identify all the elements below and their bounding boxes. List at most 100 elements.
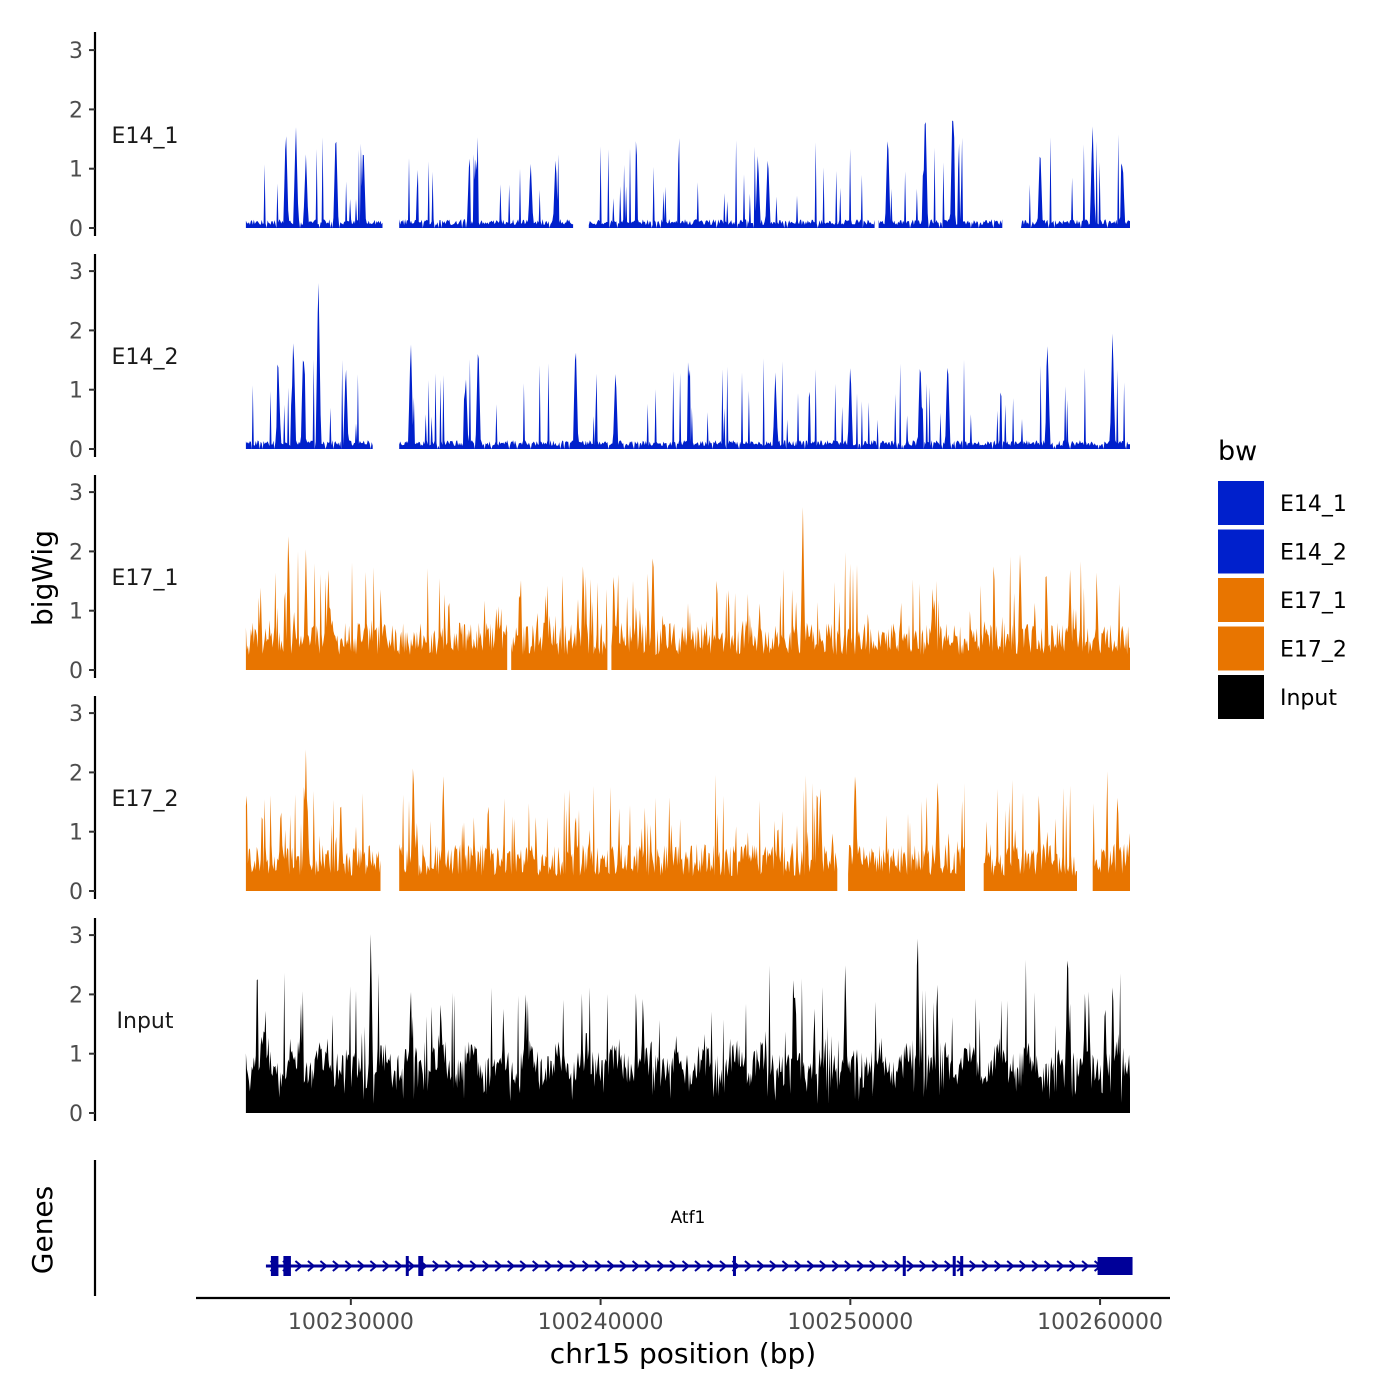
- strand-arrow-icon: [1068, 1260, 1078, 1272]
- y-tick-label: 2: [69, 761, 83, 786]
- gene-exon: [960, 1256, 964, 1276]
- y-tick-label: 1: [69, 379, 83, 404]
- signal-area: [399, 768, 838, 891]
- track-label: Input: [117, 1009, 174, 1034]
- strand-arrow-icon: [382, 1260, 391, 1272]
- strand-arrow-icon: [656, 1260, 666, 1272]
- gene-exon: [732, 1256, 736, 1276]
- x-tick-label: 100250000: [787, 1310, 913, 1335]
- signal-area: [1092, 771, 1130, 891]
- strand-arrow-icon: [831, 1260, 840, 1272]
- y-tick-label: 0: [69, 659, 83, 684]
- strand-arrow-icon: [969, 1260, 978, 1272]
- strand-arrow-icon: [931, 1260, 940, 1272]
- strand-arrow-icon: [494, 1260, 503, 1272]
- strand-arrow-icon: [719, 1260, 728, 1272]
- y-tick-label: 3: [69, 702, 83, 727]
- signal-area: [245, 127, 383, 228]
- signal-area: [511, 566, 608, 670]
- gene-exon: [1097, 1257, 1133, 1275]
- track-label: E14_2: [112, 345, 179, 370]
- strand-arrow-icon: [332, 1260, 341, 1272]
- signal-area: [245, 934, 1130, 1113]
- strand-arrow-icon: [894, 1260, 903, 1272]
- strand-arrow-icon: [556, 1260, 566, 1272]
- y-tick-label: 0: [69, 880, 83, 905]
- strand-arrow-icon: [881, 1260, 890, 1272]
- signal-area: [245, 749, 381, 891]
- strand-arrow-icon: [1056, 1260, 1065, 1272]
- strand-arrow-icon: [1019, 1260, 1028, 1272]
- gene-name-label: Atf1: [671, 1208, 706, 1228]
- strand-arrow-icon: [307, 1260, 316, 1272]
- signal-area: [245, 283, 373, 449]
- track-e14-2: 0 1 2 3 E14_2: [69, 254, 1130, 463]
- strand-arrow-icon: [432, 1260, 441, 1272]
- y-tick-label: 3: [69, 39, 83, 64]
- y-tick-label: 2: [69, 319, 83, 344]
- gene-exon: [270, 1256, 279, 1276]
- strand-arrow-icon: [1043, 1260, 1053, 1272]
- strand-arrow-icon: [294, 1260, 303, 1272]
- strand-arrow-icon: [581, 1260, 591, 1272]
- legend-label: E14_1: [1280, 492, 1347, 517]
- track-label: E17_1: [112, 566, 179, 591]
- legend-swatch: [1218, 675, 1264, 719]
- strand-arrow-icon: [631, 1260, 641, 1272]
- track-label: E14_1: [112, 124, 179, 149]
- signal-area: [588, 138, 875, 228]
- strand-arrow-icon: [981, 1260, 990, 1272]
- gene-exon: [952, 1256, 956, 1276]
- signal-area: [848, 776, 965, 891]
- strand-arrow-icon: [344, 1260, 353, 1272]
- strand-arrow-icon: [819, 1260, 828, 1272]
- signal-area: [878, 120, 1003, 228]
- strand-arrow-icon: [532, 1260, 541, 1272]
- track-input: 0 1 2 3 Input: [69, 918, 1130, 1127]
- gene-exon: [418, 1256, 424, 1276]
- strand-arrow-icon: [844, 1260, 853, 1272]
- strand-arrow-icon: [906, 1260, 915, 1272]
- legend: bw E14_1 E14_2 E17_1 E17_2 Input: [1218, 436, 1347, 719]
- track-e14-1: 0 1 2 3 E14_1: [69, 32, 1130, 242]
- x-axis-title: chr15 position (bp): [550, 1337, 816, 1370]
- strand-arrow-icon: [781, 1260, 790, 1272]
- y-tick-label: 2: [69, 98, 83, 123]
- legend-swatch: [1218, 626, 1264, 671]
- strand-arrow-icon: [794, 1260, 803, 1272]
- y-tick-label: 2: [69, 540, 83, 565]
- signal-area: [245, 536, 508, 670]
- strand-arrow-icon: [919, 1260, 928, 1272]
- strand-arrow-icon: [569, 1260, 578, 1272]
- strand-arrow-icon: [694, 1260, 703, 1272]
- strand-arrow-icon: [444, 1260, 453, 1272]
- strand-arrow-icon: [469, 1260, 478, 1272]
- y-tick-label: 3: [69, 481, 83, 506]
- strand-arrow-icon: [744, 1260, 753, 1272]
- legend-swatch: [1218, 578, 1264, 622]
- strand-arrow-icon: [756, 1260, 765, 1272]
- strand-arrow-icon: [319, 1260, 328, 1272]
- y-tick-label: 0: [69, 217, 83, 242]
- signal-area: [1021, 126, 1130, 228]
- strand-arrow-icon: [1006, 1260, 1015, 1272]
- signal-area: [983, 779, 1077, 891]
- track-label: E17_2: [112, 787, 179, 812]
- strand-arrow-icon: [856, 1260, 865, 1272]
- y-tick-label: 3: [69, 924, 83, 949]
- signal-area: [399, 137, 574, 228]
- strand-arrow-icon: [669, 1260, 678, 1272]
- legend-label: E17_1: [1280, 589, 1347, 614]
- strand-arrow-icon: [1031, 1260, 1040, 1272]
- strand-arrow-icon: [769, 1260, 778, 1272]
- strand-arrow-icon: [519, 1260, 528, 1272]
- x-tick-label: 100240000: [538, 1310, 664, 1335]
- signal-area: [399, 333, 1130, 449]
- legend-swatch: [1218, 481, 1264, 525]
- strand-arrow-icon: [1081, 1260, 1090, 1272]
- strand-arrow-icon: [594, 1260, 603, 1272]
- x-axis: 100230000 100240000 100250000 100260000: [196, 1296, 1170, 1335]
- strand-arrow-icon: [394, 1260, 403, 1272]
- legend-title: bw: [1218, 436, 1257, 467]
